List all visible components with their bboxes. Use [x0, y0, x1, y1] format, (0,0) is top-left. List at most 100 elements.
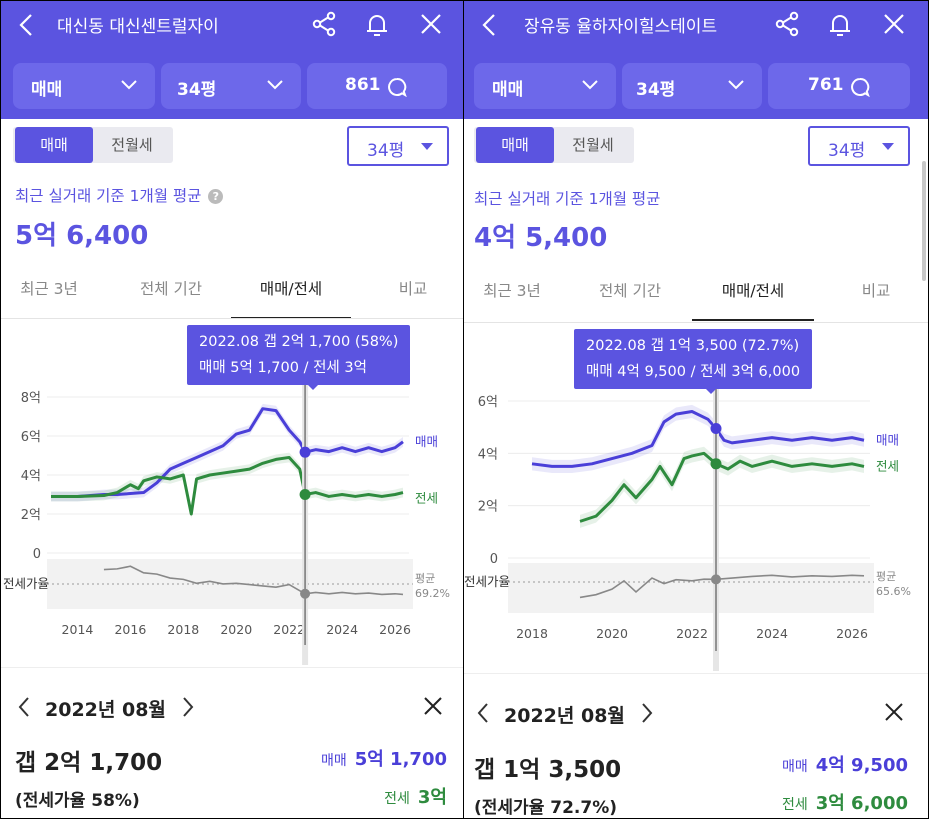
back-icon[interactable]	[15, 11, 39, 39]
y-tick-label: 8억	[21, 391, 41, 406]
ratio-axis-label: 전세가율	[3, 576, 49, 591]
avg-value: 5억 6,400	[15, 221, 149, 251]
jeonse-price-line	[579, 451, 865, 523]
chat-bubble-icon	[388, 77, 407, 97]
close-icon[interactable]	[419, 12, 443, 36]
x-tick-label: 2024	[326, 622, 358, 637]
chevron-left-icon[interactable]	[17, 696, 31, 718]
back-icon[interactable]	[478, 11, 502, 39]
jeonse-price-row: 전세 3억 6,000	[782, 789, 908, 815]
share-icon[interactable]	[311, 11, 337, 37]
sale-price-row: 매매 4억 9,500	[782, 751, 908, 777]
share-icon[interactable]	[774, 11, 800, 37]
header: 대신동 대신센트럴자이 매매 34평 861	[1, 1, 463, 119]
jeonse-series-label: 전세	[415, 491, 438, 506]
chevron-down-icon	[267, 80, 283, 90]
ratio-average-label: 평균	[415, 572, 435, 585]
scrollbar[interactable]	[922, 161, 926, 281]
size-select-value: 34평	[367, 141, 405, 161]
caret-down-icon	[421, 143, 433, 150]
sale-series-label: 매매	[876, 432, 899, 447]
sale-price-line	[531, 409, 865, 468]
month-label: 2022년 08월	[45, 699, 166, 721]
y-tick-label: 0	[33, 547, 41, 562]
tooltip-caret	[306, 383, 320, 390]
toggle-jeonse[interactable]: 전월세	[572, 136, 614, 154]
listing-count-button[interactable]: 861	[307, 63, 447, 109]
size-select[interactable]: 34평	[808, 126, 910, 166]
apartment-title: 대신동 대신센트럴자이	[57, 17, 219, 37]
x-tick-label: 2022	[676, 626, 708, 641]
detail-divider	[464, 673, 928, 674]
bell-icon[interactable]	[825, 9, 855, 39]
x-tick-label: 2024	[756, 626, 788, 641]
x-tick-label: 2018	[516, 626, 548, 641]
period-tabs: 최근 3년 전체 기간 매매/전세 비교	[464, 271, 928, 321]
sale-label: 매매	[320, 753, 347, 769]
bell-icon[interactable]	[362, 9, 392, 39]
tab-compare[interactable]: 비교	[398, 280, 428, 298]
tab-all-period[interactable]: 전체 기간	[599, 282, 661, 300]
chevron-down-icon	[121, 80, 137, 90]
tab-recent-3y[interactable]: 최근 3년	[483, 282, 541, 300]
chevron-left-icon[interactable]	[476, 702, 490, 724]
chart-tooltip: 2022.08 갭 1억 3,500 (72.7%) 매매 4억 9,500 /…	[574, 329, 813, 389]
chat-bubble-icon	[851, 77, 870, 97]
toggle-sale[interactable]: 매매	[476, 127, 554, 163]
y-tick-label: 2억	[478, 500, 498, 515]
toggle-sale[interactable]: 매매	[15, 127, 93, 163]
jeonse-value: 3억 6,000	[815, 793, 908, 814]
jeonse-ratio-line	[579, 574, 865, 599]
tabs-divider	[464, 322, 928, 323]
help-icon[interactable]: ?	[208, 189, 224, 204]
size-filter-value: 34평	[636, 80, 676, 100]
close-detail-icon[interactable]	[884, 702, 904, 722]
ratio-average-label: 평균	[876, 570, 896, 583]
x-tick-label: 2020	[220, 622, 252, 637]
trade-type-filter[interactable]: 매매	[13, 63, 155, 109]
sale-value: 4억 9,500	[815, 755, 908, 776]
ratio-selected-point	[711, 574, 721, 585]
caret-down-icon	[882, 143, 894, 150]
chevron-right-icon[interactable]	[181, 696, 195, 718]
avg-value: 4억 5,400	[474, 223, 608, 253]
x-tick-label: 2014	[62, 622, 94, 637]
chevron-right-icon[interactable]	[640, 702, 654, 724]
tab-compare[interactable]: 비교	[861, 282, 891, 300]
trade-toggle: 매매 전월세	[474, 127, 634, 163]
chart-tooltip: 2022.08 갭 2억 1,700 (58%) 매매 5억 1,700 / 전…	[187, 325, 411, 385]
tab-all-period[interactable]: 전체 기간	[140, 280, 202, 298]
close-detail-icon[interactable]	[423, 696, 443, 716]
jeonse-series-label: 전세	[876, 458, 899, 473]
jeonse-value: 3억	[417, 787, 447, 808]
ratio-band	[508, 563, 874, 613]
size-filter[interactable]: 34평	[161, 63, 301, 109]
avg-label-text: 최근 실거래 기준 1개월 평균	[15, 187, 202, 205]
size-filter[interactable]: 34평	[622, 63, 762, 109]
trade-type-filter[interactable]: 매매	[474, 63, 616, 109]
sale-range-band	[532, 404, 864, 473]
toggle-jeonse[interactable]: 전월세	[111, 136, 153, 154]
x-tick-label: 2026	[379, 622, 411, 637]
tooltip-line1: 2022.08 갭 2억 1,700 (58%)	[199, 334, 399, 350]
sale-series-label: 매매	[415, 434, 438, 449]
tooltip-line2: 매매 5억 1,700 / 전세 3억	[199, 360, 367, 376]
tabs-divider	[1, 318, 463, 319]
header: 장유동 율하자이힐스테이트 매매 34평 761	[464, 1, 928, 119]
y-tick-label: 4억	[21, 469, 41, 484]
listing-count-button[interactable]: 761	[768, 63, 910, 109]
tooltip-line1: 2022.08 갭 1억 3,500 (72.7%)	[586, 338, 800, 354]
sale-price-row: 매매 5억 1,700	[321, 745, 447, 771]
trade-type-value: 매매	[492, 80, 524, 100]
x-tick-label: 2022	[273, 622, 305, 637]
jeonse-label: 전세	[384, 791, 410, 807]
close-icon[interactable]	[882, 12, 906, 36]
y-tick-label: 0	[490, 552, 498, 567]
sale-price-line	[51, 407, 404, 498]
tab-recent-3y[interactable]: 최근 3년	[20, 280, 78, 298]
tab-sale-jeonse[interactable]: 매매/전세	[692, 271, 814, 321]
size-select[interactable]: 34평	[347, 126, 449, 166]
tooltip-line2: 매매 4억 9,500 / 전세 3억 6,000	[586, 364, 801, 380]
